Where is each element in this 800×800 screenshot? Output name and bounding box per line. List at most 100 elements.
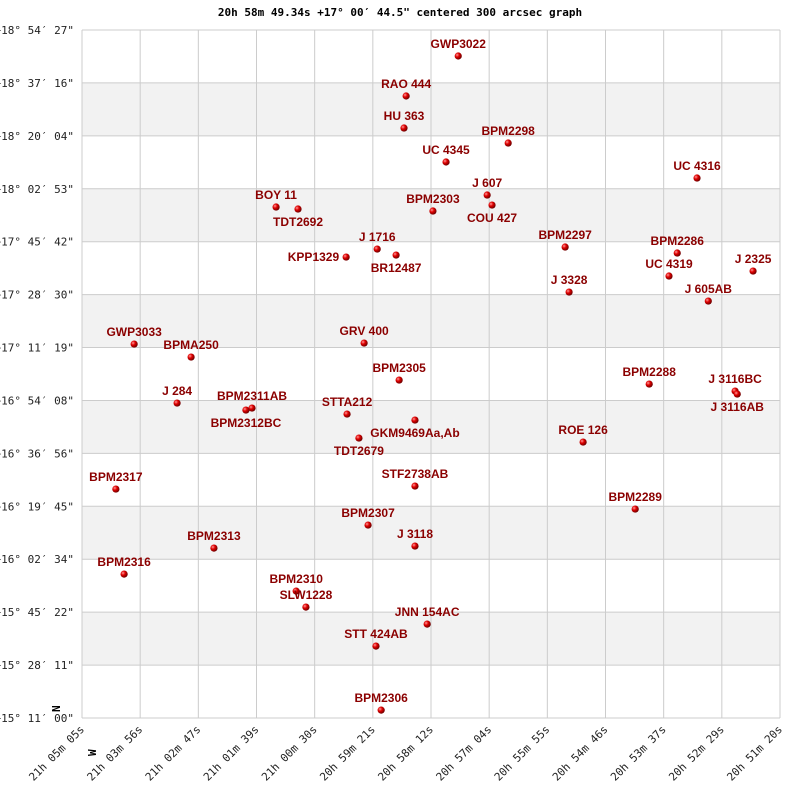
x-tick-label: 20h 59m 21s bbox=[317, 723, 378, 784]
x-tick-label: 20h 57m 04s bbox=[434, 723, 495, 784]
star-marker[interactable] bbox=[242, 406, 250, 414]
star-label: J 3116BC bbox=[708, 372, 762, 386]
star-marker[interactable] bbox=[579, 438, 587, 446]
y-tick-label: +18° 20′ 04" bbox=[0, 130, 74, 143]
star-marker[interactable] bbox=[645, 380, 653, 388]
star-marker[interactable] bbox=[693, 174, 701, 182]
star-marker[interactable] bbox=[488, 201, 496, 209]
star-marker[interactable] bbox=[294, 205, 302, 213]
star-marker[interactable] bbox=[442, 158, 450, 166]
y-tick-label: +18° 02′ 53" bbox=[0, 183, 74, 196]
x-tick-label: 20h 58m 12s bbox=[375, 723, 436, 784]
star-marker[interactable] bbox=[504, 139, 512, 147]
star-label: J 2325 bbox=[735, 252, 772, 266]
star-label: BPM2317 bbox=[89, 470, 143, 484]
star-label: HU 363 bbox=[384, 109, 425, 123]
star-marker[interactable] bbox=[392, 251, 400, 259]
star-marker[interactable] bbox=[454, 52, 462, 60]
y-tick-label: +15° 11′ 00" bbox=[0, 712, 74, 725]
star-marker[interactable] bbox=[292, 587, 300, 595]
star-marker[interactable] bbox=[411, 482, 419, 490]
star-label: J 3118 bbox=[397, 527, 433, 541]
star-label: BPM2310 bbox=[270, 572, 324, 586]
star-label: UC 4345 bbox=[422, 143, 470, 157]
star-label: GRV 400 bbox=[340, 324, 389, 338]
star-marker[interactable] bbox=[373, 245, 381, 253]
y-tick-label: +15° 28′ 11" bbox=[0, 659, 74, 672]
star-label: BPM2311AB bbox=[217, 389, 287, 403]
star-label: J 3328 bbox=[551, 273, 588, 287]
star-marker[interactable] bbox=[483, 191, 491, 199]
star-label: BPM2288 bbox=[623, 365, 677, 379]
star-marker[interactable] bbox=[210, 544, 218, 552]
star-label: GKM9469Aa,Ab bbox=[370, 426, 459, 440]
star-label: BPM2286 bbox=[651, 234, 705, 248]
star-label: BPM2297 bbox=[538, 228, 592, 242]
y-tick-label: +16° 54′ 08" bbox=[0, 394, 74, 407]
star-label: GWP3022 bbox=[431, 37, 487, 51]
star-marker[interactable] bbox=[665, 272, 673, 280]
star-marker[interactable] bbox=[355, 434, 363, 442]
star-label: UC 4316 bbox=[673, 159, 721, 173]
star-marker[interactable] bbox=[364, 521, 372, 529]
star-marker[interactable] bbox=[372, 642, 380, 650]
star-label: RAO 444 bbox=[381, 77, 431, 91]
star-label: BOY 11 bbox=[255, 188, 297, 202]
x-tick-label: 20h 52m 29s bbox=[666, 723, 727, 784]
star-marker[interactable] bbox=[733, 390, 741, 398]
star-marker[interactable] bbox=[130, 340, 138, 348]
star-marker[interactable] bbox=[248, 404, 256, 412]
star-label: GWP3033 bbox=[106, 325, 162, 339]
star-label: J 3116AB bbox=[711, 400, 765, 414]
star-label: UC 4319 bbox=[645, 257, 693, 271]
west-indicator: W bbox=[86, 749, 99, 756]
star-marker[interactable] bbox=[561, 243, 569, 251]
star-marker[interactable] bbox=[112, 485, 120, 493]
star-marker[interactable] bbox=[423, 620, 431, 628]
y-tick-label: +18° 54′ 27" bbox=[0, 24, 74, 37]
star-label: J 284 bbox=[162, 384, 192, 398]
star-marker[interactable] bbox=[395, 376, 403, 384]
star-label: BPM2298 bbox=[481, 124, 535, 138]
star-label: KPP1329 bbox=[288, 250, 340, 264]
star-marker[interactable] bbox=[400, 124, 408, 132]
star-marker[interactable] bbox=[173, 399, 181, 407]
star-marker[interactable] bbox=[411, 416, 419, 424]
star-label: STF2738AB bbox=[382, 467, 449, 481]
star-label: BPM2313 bbox=[187, 529, 241, 543]
star-marker[interactable] bbox=[402, 92, 410, 100]
star-label: STT 424AB bbox=[344, 627, 408, 641]
star-marker[interactable] bbox=[429, 207, 437, 215]
y-tick-label: +16° 19′ 45" bbox=[0, 500, 74, 513]
north-indicator: N bbox=[50, 705, 63, 712]
x-tick-label: 21h 00m 30s bbox=[259, 723, 320, 784]
star-label: BPM2303 bbox=[406, 192, 460, 206]
star-marker[interactable] bbox=[342, 253, 350, 261]
star-label: TDT2692 bbox=[273, 215, 323, 229]
x-tick-label: 21h 02m 47s bbox=[143, 723, 204, 784]
star-label: COU 427 bbox=[467, 211, 517, 225]
x-tick-label: 21h 01m 39s bbox=[201, 723, 262, 784]
star-label: BPM2316 bbox=[97, 555, 151, 569]
y-tick-label: +16° 36′ 56" bbox=[0, 447, 74, 460]
star-marker[interactable] bbox=[360, 339, 368, 347]
star-label: BPM2307 bbox=[341, 506, 395, 520]
star-marker[interactable] bbox=[749, 267, 757, 275]
star-marker[interactable] bbox=[377, 706, 385, 714]
star-marker[interactable] bbox=[565, 288, 573, 296]
star-marker[interactable] bbox=[673, 249, 681, 257]
star-label: J 607 bbox=[472, 176, 502, 190]
star-marker[interactable] bbox=[272, 203, 280, 211]
y-tick-label: +18° 37′ 16" bbox=[0, 77, 74, 90]
star-marker[interactable] bbox=[343, 410, 351, 418]
star-label: SLW1228 bbox=[280, 588, 333, 602]
star-marker[interactable] bbox=[187, 353, 195, 361]
star-marker[interactable] bbox=[631, 505, 639, 513]
star-marker[interactable] bbox=[302, 603, 310, 611]
star-marker[interactable] bbox=[704, 297, 712, 305]
star-label: STTA212 bbox=[322, 395, 373, 409]
x-tick-label: 20h 55m 55s bbox=[492, 723, 553, 784]
star-marker[interactable] bbox=[120, 570, 128, 578]
star-label: BPM2312BC bbox=[211, 416, 282, 430]
star-marker[interactable] bbox=[411, 542, 419, 550]
